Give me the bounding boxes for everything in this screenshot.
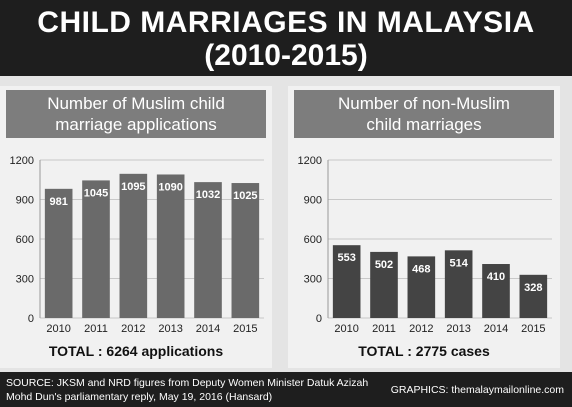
y-tick-label: 900 [304, 195, 322, 207]
graphics-credit: GRAPHICS: themalaymailonline.com [390, 384, 564, 396]
x-tick-label: 2014 [196, 323, 220, 335]
muslim-bar-chart: 0 300 600 900 1200 981 2010 1045 2011 1095 2012 109… [10, 155, 264, 335]
data-label: 553 [337, 252, 355, 264]
bar [332, 245, 361, 318]
x-tick-label: 2014 [484, 323, 508, 335]
bar [407, 256, 436, 318]
chart-total: TOTAL : 6264 applications [48, 343, 224, 359]
x-tick-label: 2010 [334, 323, 358, 335]
chart-total: TOTAL : 2775 cases [358, 343, 490, 359]
data-label: 1025 [233, 190, 257, 202]
source-line1: SOURCE: JKSM and NRD figures from Deputy… [6, 377, 369, 389]
bar [194, 182, 222, 318]
chart-title-line2: child marriages [366, 115, 482, 134]
bar [119, 173, 148, 318]
bar [231, 183, 260, 318]
x-tick-label: 2012 [409, 323, 433, 335]
data-label: 1095 [121, 181, 145, 193]
bar [482, 264, 510, 318]
muslim-chart-panel: Number of Muslim child marriage applicat… [0, 86, 272, 368]
chart-title-line1: Number of Muslim child [47, 94, 225, 113]
y-tick-label: 1200 [298, 155, 322, 167]
non-muslim-chart-panel: Number of non-Muslim child marriages 0 30… [288, 86, 560, 368]
data-label: 468 [412, 263, 430, 275]
data-label: 1090 [158, 181, 182, 193]
chart-title-line2: marriage applications [55, 115, 217, 134]
y-tick-label: 600 [16, 234, 34, 246]
bar [444, 250, 473, 318]
source-note: SOURCE: JKSM and NRD figures from Deputy… [6, 376, 386, 404]
source-line2: Mohd Dun's parliamentary reply, May 19, … [6, 391, 273, 403]
data-label: 1032 [196, 189, 220, 201]
chart-title-banner: Number of Muslim child marriage applicat… [6, 90, 266, 138]
bar [44, 188, 73, 318]
bar [82, 180, 110, 318]
x-tick-label: 2013 [446, 323, 470, 335]
x-tick-label: 2015 [233, 323, 257, 335]
chart-title-line1: Number of non-Muslim [338, 94, 510, 113]
y-tick-label: 300 [16, 274, 34, 286]
non-muslim-bar-chart: 0 300 600 900 1200 553 2010 502 2011 468 2012 514 20… [298, 155, 552, 335]
footer: SOURCE: JKSM and NRD figures from Deputy… [0, 372, 572, 407]
bar [156, 174, 185, 318]
page-subtitle: (2010-2015) [204, 39, 368, 72]
y-tick-label: 600 [304, 234, 322, 246]
chart-title-banner: Number of non-Muslim child marriages [294, 90, 554, 138]
data-label: 328 [524, 282, 542, 294]
y-tick-label: 900 [16, 195, 34, 207]
y-tick-label: 0 [28, 313, 34, 325]
y-tick-label: 1200 [10, 155, 34, 167]
data-label: 514 [449, 257, 468, 269]
x-tick-label: 2010 [46, 323, 70, 335]
y-tick-label: 0 [316, 313, 322, 325]
data-label: 502 [375, 259, 393, 271]
data-label: 981 [49, 196, 67, 208]
x-tick-label: 2013 [158, 323, 182, 335]
data-label: 410 [487, 271, 505, 283]
x-tick-label: 2015 [521, 323, 545, 335]
header: CHILD MARRIAGES IN MALAYSIA (2010-2015) [0, 0, 572, 76]
bar [519, 274, 548, 318]
bar [370, 251, 398, 318]
page-title: CHILD MARRIAGES IN MALAYSIA [37, 6, 535, 39]
x-tick-label: 2011 [372, 323, 396, 335]
data-label: 1045 [84, 187, 108, 199]
x-tick-label: 2012 [121, 323, 145, 335]
y-tick-label: 300 [304, 274, 322, 286]
x-tick-label: 2011 [84, 323, 108, 335]
